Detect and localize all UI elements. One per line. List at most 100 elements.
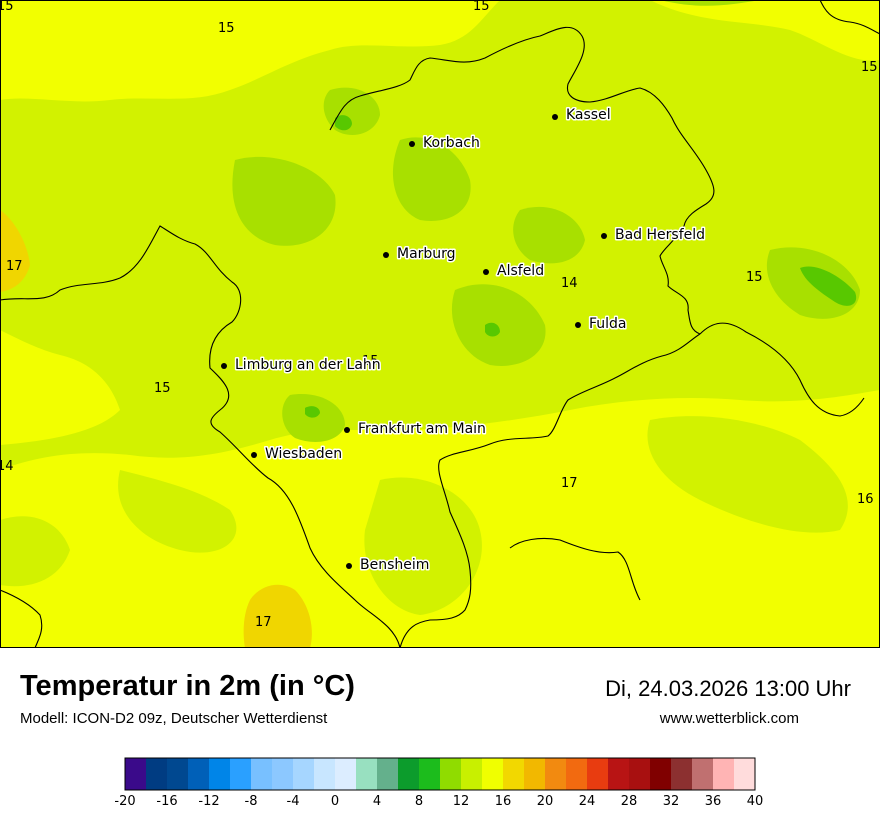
state-borders <box>0 0 880 648</box>
legend-swatch <box>734 758 756 790</box>
warm-patch-west <box>0 210 30 292</box>
green-patch-2 <box>392 137 471 221</box>
legend-swatch <box>524 758 546 790</box>
city-dot <box>552 114 558 120</box>
city-limburg: Limburg an der Lahn <box>221 356 382 375</box>
city-markers: Kassel Korbach Bad Hersfeld Marburg Alsf… <box>221 106 707 575</box>
legend-tick-label: 20 <box>537 794 554 809</box>
city-wiesbaden: Wiesbaden <box>251 445 344 464</box>
city-label: Kassel <box>566 107 611 123</box>
isotherm-label: 15 <box>473 0 490 14</box>
footer: Temperatur in 2m (in °C) Modell: ICON-D2… <box>0 648 880 830</box>
city-label: Alsfeld <box>497 263 544 279</box>
legend-swatch <box>608 758 630 790</box>
isotherm-label: 15 <box>218 21 235 36</box>
green-patch-1 <box>232 156 336 246</box>
legend-swatch <box>146 758 168 790</box>
city-label: Bensheim <box>360 557 429 573</box>
city-marburg: Marburg <box>383 245 457 264</box>
green-speck-1 <box>335 115 352 131</box>
forecast-datetime: Di, 24.03.2026 13:00 Uhr <box>605 676 851 701</box>
green-speck-4 <box>305 406 320 418</box>
legend-swatch <box>545 758 567 790</box>
green-speck-2 <box>485 322 500 337</box>
legend-swatch <box>482 758 504 790</box>
legend-swatch <box>335 758 357 790</box>
legend-swatch <box>356 758 378 790</box>
city-frankfurt: Frankfurt am Main <box>344 420 487 439</box>
cool-patch-4 <box>0 516 70 587</box>
legend-swatch <box>314 758 336 790</box>
city-alsfeld: Alsfeld <box>483 262 546 281</box>
isotherm-label: 17 <box>561 476 578 491</box>
city-fulda: Fulda <box>575 315 628 334</box>
green-patch-7 <box>282 394 345 442</box>
legend-swatch <box>230 758 252 790</box>
city-korbach: Korbach <box>409 134 481 153</box>
legend-swatch <box>566 758 588 790</box>
city-dot <box>483 269 489 275</box>
legend-tick-label: 4 <box>373 794 381 809</box>
legend-tick-label: 24 <box>579 794 596 809</box>
isotherm-label: 17 <box>6 259 23 274</box>
city-label: Marburg <box>397 246 456 262</box>
city-label: Limburg an der Lahn <box>235 357 381 373</box>
legend-tick-label: 12 <box>453 794 470 809</box>
city-dot <box>575 322 581 328</box>
border-thuringia-north <box>819 0 880 35</box>
warm-region-southwest <box>0 330 120 445</box>
isotherm-label: 15 <box>154 381 171 396</box>
model-info: Modell: ICON-D2 09z, Deutscher Wetterdie… <box>20 710 328 727</box>
cool-patch-3 <box>647 416 848 533</box>
border-thuringia <box>699 322 865 417</box>
isotherm-label: 14 <box>0 459 14 474</box>
city-label: Fulda <box>589 316 627 332</box>
warm-region-north <box>0 0 500 102</box>
legend-swatch <box>440 758 462 790</box>
isotherm-label: 15 <box>0 0 14 14</box>
city-dot <box>344 427 350 433</box>
legend-swatch <box>272 758 294 790</box>
cool-patch-1 <box>118 470 237 553</box>
color-legend: -20 -16 -12 -8 -4 0 4 8 12 16 20 24 28 32 36 40 <box>114 757 763 809</box>
legend-swatch <box>398 758 420 790</box>
legend-tick-label: 16 <box>495 794 512 809</box>
city-dot <box>251 452 257 458</box>
green-patch-8 <box>660 0 760 6</box>
city-bad-hersfeld: Bad Hersfeld <box>601 226 707 245</box>
legend-tick-label: 8 <box>415 794 423 809</box>
border-hesse-west <box>0 225 401 648</box>
legend-frame <box>124 757 756 791</box>
city-bensheim: Bensheim <box>346 556 431 575</box>
isotherm-label: 17 <box>255 615 272 630</box>
legend-swatch <box>461 758 483 790</box>
legend-tick-label: -8 <box>245 794 258 809</box>
city-dot <box>409 141 415 147</box>
legend-tick-label: 28 <box>621 794 638 809</box>
city-label: Korbach <box>423 135 480 151</box>
city-dot <box>346 563 352 569</box>
legend-swatch <box>419 758 441 790</box>
city-label: Frankfurt am Main <box>358 421 486 437</box>
legend-swatch <box>650 758 672 790</box>
legend-tick-label: 36 <box>705 794 722 809</box>
isotherm-label: 15 <box>362 354 379 369</box>
legend-swatch <box>629 758 651 790</box>
warm-region-northeast <box>650 0 880 61</box>
legend-swatch <box>209 758 231 790</box>
isotherm-labels: 15 15 15 15 17 15 14 15 15 14 17 16 17 <box>0 0 878 630</box>
city-label: Wiesbaden <box>265 446 342 462</box>
legend-tick-label: 32 <box>663 794 680 809</box>
city-label: Bad Hersfeld <box>615 227 705 243</box>
green-patch-4 <box>513 206 585 264</box>
city-dot <box>221 363 227 369</box>
border-hesse-east <box>399 333 701 648</box>
map-area: 15 15 15 15 17 15 14 15 15 14 17 16 17 K… <box>0 0 880 648</box>
legend-swatch <box>188 758 210 790</box>
temperature-map: 15 15 15 15 17 15 14 15 15 14 17 16 17 K… <box>0 0 880 648</box>
isotherm-label: 15 <box>746 270 763 285</box>
border-bavaria-east <box>509 537 641 601</box>
website-link[interactable]: www.wetterblick.com <box>659 710 799 727</box>
legend-swatch <box>713 758 735 790</box>
legend-tick-label: 0 <box>331 794 339 809</box>
